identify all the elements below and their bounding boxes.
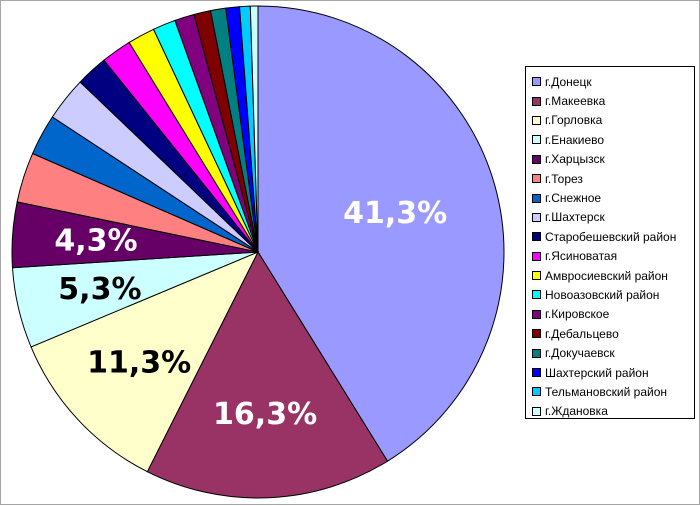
legend-swatch (532, 154, 541, 164)
pie-slice-2 (30, 251, 260, 473)
legend-item-2: г.Горловка (532, 111, 694, 130)
legend-item-14: г.Докучаевск (532, 343, 694, 362)
legend-item-8: Старобешевский район (532, 227, 694, 246)
legend-item-11: Новоазовский район (532, 285, 694, 304)
legend-item-16: Тельмановский район (532, 382, 694, 401)
slice-data-label-4: 4,3% (54, 224, 137, 259)
legend-item-12: г.Кировское (532, 305, 694, 324)
pie-slice-1 (146, 250, 389, 499)
legend-swatch (532, 232, 541, 242)
legend-swatch (532, 135, 541, 145)
legend-swatch (532, 174, 541, 184)
legend-swatch (532, 77, 541, 87)
legend-item-7: г.Шахтерск (532, 208, 694, 227)
legend-label: Новоазовский район (545, 287, 660, 302)
legend-label: г.Торез (545, 171, 583, 186)
legend-item-9: г.Ясиноватая (532, 247, 694, 266)
legend-item-17: г.Ждановка (532, 402, 694, 421)
legend-swatch (532, 348, 541, 358)
legend-item-3: г.Енакиево (532, 130, 694, 149)
legend-label: г.Докучаевск (545, 346, 615, 361)
pie-slice-17 (249, 5, 259, 253)
legend-swatch (532, 115, 541, 125)
legend-swatch (532, 368, 541, 378)
legend-swatch (532, 309, 541, 319)
legend-label: Шахтерский район (545, 365, 649, 380)
legend-swatch (532, 387, 541, 397)
legend-item-0: г.Донецк (532, 72, 694, 91)
slice-data-label-2: 11,3% (87, 346, 191, 381)
legend-item-15: Шахтерский район (532, 363, 694, 382)
legend-item-1: г.Макеевка (532, 91, 694, 110)
legend-swatch (532, 406, 541, 416)
legend-item-5: г.Торез (532, 169, 694, 188)
legend-label: г.Шахтерск (545, 210, 605, 225)
legend-label: Старобешевский район (545, 229, 677, 244)
legend-swatch (532, 96, 541, 106)
pie-slice-0 (257, 5, 505, 462)
legend-swatch (532, 271, 541, 281)
legend-label: г.Ждановка (545, 404, 608, 419)
legend-label: г.Снежное (545, 191, 602, 206)
legend-swatch (532, 251, 541, 261)
legend-label: г.Дебальцево (545, 326, 619, 341)
legend-label: Тельмановский район (545, 384, 667, 399)
legend-swatch (532, 193, 541, 203)
legend-swatch (532, 329, 541, 339)
legend-label: г.Донецк (545, 74, 592, 89)
legend-label: г.Горловка (545, 113, 603, 128)
slice-data-label-3: 5,3% (58, 272, 141, 307)
legend-item-6: г.Снежное (532, 188, 694, 207)
legend-label: Амвросиевский район (545, 268, 668, 283)
legend: г.Донецк г.Макеевка г.Горловка г.Енакиево г.… (525, 66, 695, 419)
legend-label: г.Кировское (545, 307, 610, 322)
legend-swatch (532, 212, 541, 222)
legend-item-13: г.Дебальцево (532, 324, 694, 343)
legend-item-10: Амвросиевский район (532, 266, 694, 285)
legend-swatch (532, 290, 541, 300)
slice-data-label-1: 16,3% (213, 397, 317, 432)
slice-data-label-0: 41,3% (343, 196, 447, 231)
legend-label: г.Макеевка (545, 94, 606, 109)
legend-label: г.Ясиноватая (545, 249, 618, 264)
legend-item-4: г.Харцызск (532, 150, 694, 169)
legend-label: г.Харцызск (545, 152, 605, 167)
legend-label: г.Енакиево (545, 132, 605, 147)
